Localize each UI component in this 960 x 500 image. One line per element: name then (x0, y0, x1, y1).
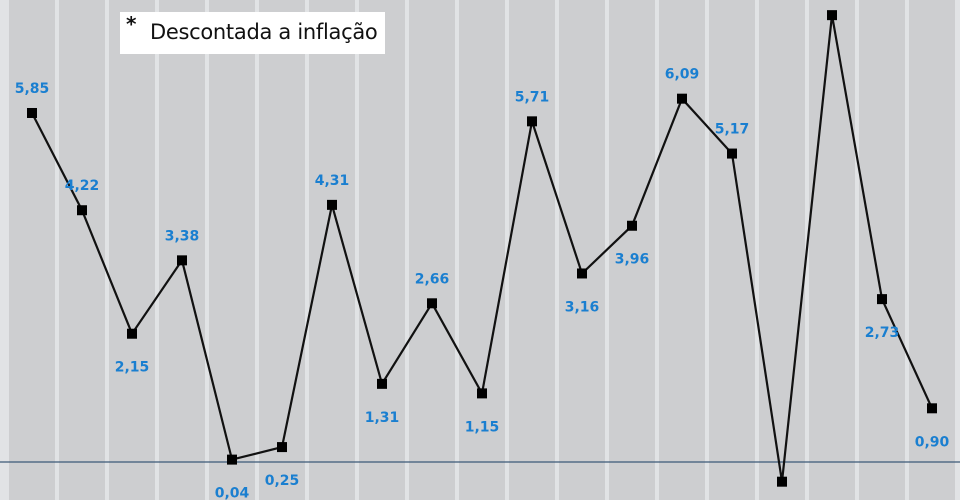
column-band (409, 0, 455, 500)
data-label: 6,09 (665, 67, 700, 83)
column-band (209, 0, 255, 500)
data-label: 5,17 (715, 122, 750, 138)
data-marker (377, 378, 387, 389)
column-band (309, 0, 355, 500)
data-labels: 5,85 4,22 2,15 3,38 0,04 0,25 4,31 1,31 2,66 1,15… (15, 67, 950, 500)
asterisk-icon: * (126, 12, 137, 36)
data-label: 0,90 (915, 434, 950, 450)
data-marker (677, 93, 687, 104)
column-band (809, 0, 855, 500)
data-marker (477, 388, 487, 399)
data-marker (327, 199, 337, 210)
column-band (709, 0, 755, 500)
data-label: 4,31 (315, 173, 350, 189)
data-marker (527, 116, 537, 127)
column-band (859, 0, 905, 500)
data-marker (577, 268, 587, 279)
data-label: 0,04 (215, 486, 250, 500)
data-label: 2,73 (865, 325, 900, 341)
data-marker (777, 476, 787, 487)
data-marker (127, 328, 137, 339)
data-label: 1,15 (465, 419, 500, 435)
column-band (259, 0, 305, 500)
data-marker (827, 10, 837, 21)
column-band (159, 0, 205, 500)
column-band (759, 0, 805, 500)
data-marker (227, 454, 237, 465)
data-marker (77, 205, 87, 216)
data-marker (427, 298, 437, 309)
data-marker (727, 148, 737, 159)
column-band (109, 0, 155, 500)
data-label: 5,85 (15, 81, 50, 97)
column-band (559, 0, 605, 500)
data-label: 2,66 (415, 271, 450, 287)
column-band (609, 0, 655, 500)
column-band (509, 0, 555, 500)
legend-note-text: Descontada a inflação (150, 20, 378, 44)
data-label: 3,96 (615, 252, 650, 268)
column-band (459, 0, 505, 500)
data-marker (277, 442, 287, 453)
data-marker (27, 107, 37, 118)
data-marker (627, 220, 637, 231)
data-label: 3,16 (565, 299, 600, 315)
column-band (9, 0, 55, 500)
column-band (659, 0, 705, 500)
data-label: 1,31 (365, 410, 400, 426)
data-marker (877, 294, 887, 305)
data-marker (927, 403, 937, 414)
data-marker (177, 255, 187, 266)
data-label: 4,22 (65, 178, 100, 194)
column-band (909, 0, 955, 500)
column-bands (9, 0, 955, 500)
legend-note: * Descontada a inflação (120, 12, 385, 54)
data-label: 3,38 (165, 228, 200, 244)
data-label: 5,71 (515, 89, 550, 105)
data-label: 0,25 (265, 473, 300, 489)
data-markers (27, 10, 937, 487)
column-band (359, 0, 405, 500)
data-label: 2,15 (115, 360, 150, 376)
